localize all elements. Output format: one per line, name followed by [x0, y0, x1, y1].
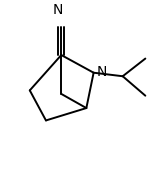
Text: N: N [97, 65, 107, 79]
Text: N: N [53, 3, 63, 17]
